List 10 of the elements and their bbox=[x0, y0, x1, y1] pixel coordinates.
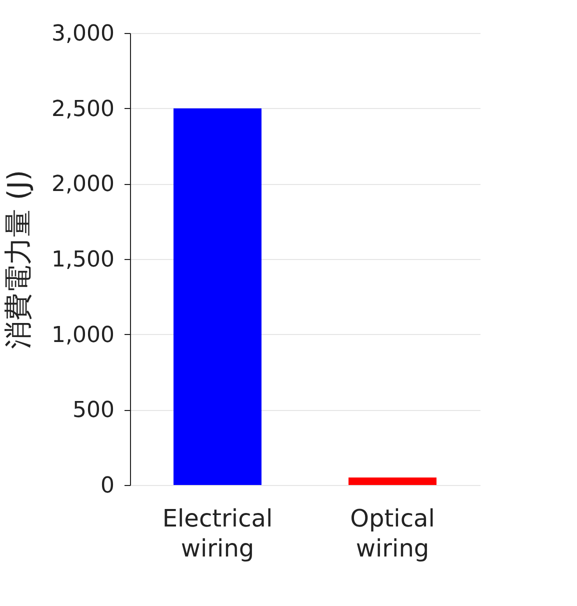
y-tick-label: 3,000 bbox=[52, 22, 114, 46]
y-tick-label: 1,000 bbox=[52, 322, 114, 348]
y-tick-label: 2,000 bbox=[52, 172, 114, 198]
y-tick-label: 2,500 bbox=[52, 96, 114, 122]
x-tick-label: Electrical wiring bbox=[162, 504, 273, 562]
y-tick-label: 0 bbox=[100, 474, 114, 498]
y-axis-title: 消費電力量 (J) bbox=[2, 170, 35, 350]
x-tick-label: Optical wiring bbox=[350, 504, 435, 562]
y-tick-label: 1,500 bbox=[52, 248, 114, 272]
y-tick-label: 500 bbox=[72, 398, 114, 424]
